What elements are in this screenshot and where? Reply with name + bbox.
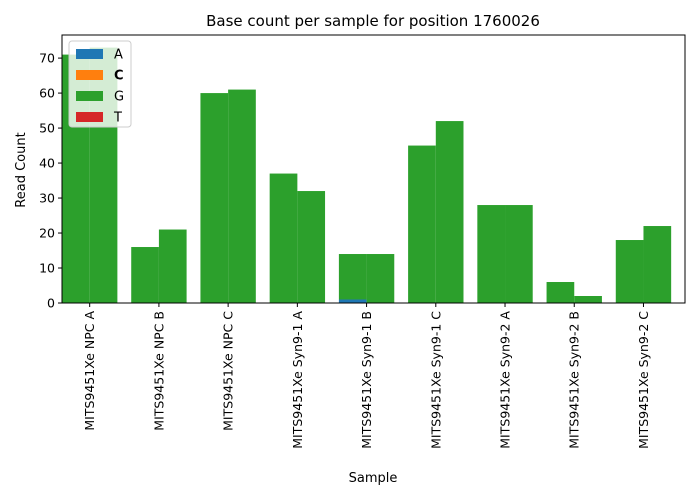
bar-g-7-1 [574,296,602,303]
x-tick-label: MITS9451Xe NPC B [151,311,166,431]
plot-frame [61,34,686,304]
legend-swatch-g [76,91,103,101]
bar-g-1-1 [158,229,187,303]
y-tick-label: 0 [47,296,55,311]
bar-g-6-0 [477,205,506,303]
legend-label-t: T [113,111,122,126]
legend-label-c: C [114,69,124,84]
bar-g-1-0 [131,247,159,303]
y-tick-label: 70 [39,51,55,66]
legend-label-g: G [114,90,124,105]
y-tick-label: 20 [39,226,55,241]
x-tick-label: MITS9451Xe NPC C [221,311,236,431]
bar-g-8-0 [615,240,644,303]
bar-g-2-0 [200,93,229,303]
y-tick-label: 10 [39,261,55,276]
bar-g-5-1 [435,121,464,303]
bar-g-2-1 [228,89,256,303]
axes-layer: 0 10 20 30 40 50 60 70 MITS9451Xe NPC A MITS9451X… [39,34,686,449]
bar-g-4-1 [366,254,395,303]
x-tick-label: MITS9451Xe NPC A [82,311,97,431]
bar-g-3-1 [297,191,326,303]
legend-swatch-c [76,70,103,80]
x-tick-label: MITS9451Xe Syn9-1 C [428,311,443,449]
bar-g-8-1 [643,226,672,303]
bar-g-3-0 [269,173,298,303]
x-tick-label: MITS9451Xe Syn9-2 A [498,311,513,449]
chart-title: Base count per sample for position 17600… [206,12,540,30]
y-tick-label: 30 [39,191,55,206]
legend-label-a: A [114,48,123,63]
legend-swatch-a [76,49,103,59]
bar-a-4-0 [338,299,367,303]
x-tick-label: MITS9451Xe Syn9-1 A [290,311,305,449]
x-tick-label: MITS9451Xe Syn9-2 C [636,311,651,449]
x-axis-title: Sample [349,471,398,486]
x-tick-label: MITS9451Xe Syn9-1 B [359,311,374,449]
bar-g-7-0 [546,282,575,303]
y-axis-title: Read Count [14,132,29,207]
bar-g-4-0 [338,254,367,300]
legend-swatch-t [76,112,103,122]
y-tick-label: 50 [39,121,55,136]
y-tick-label: 60 [39,86,55,101]
x-tick-label: MITS9451Xe Syn9-2 B [567,311,582,449]
y-tick-label: 40 [39,156,55,171]
legend-box [68,40,132,128]
bar-g-6-1 [505,205,533,303]
bar-g-5-0 [408,145,436,303]
